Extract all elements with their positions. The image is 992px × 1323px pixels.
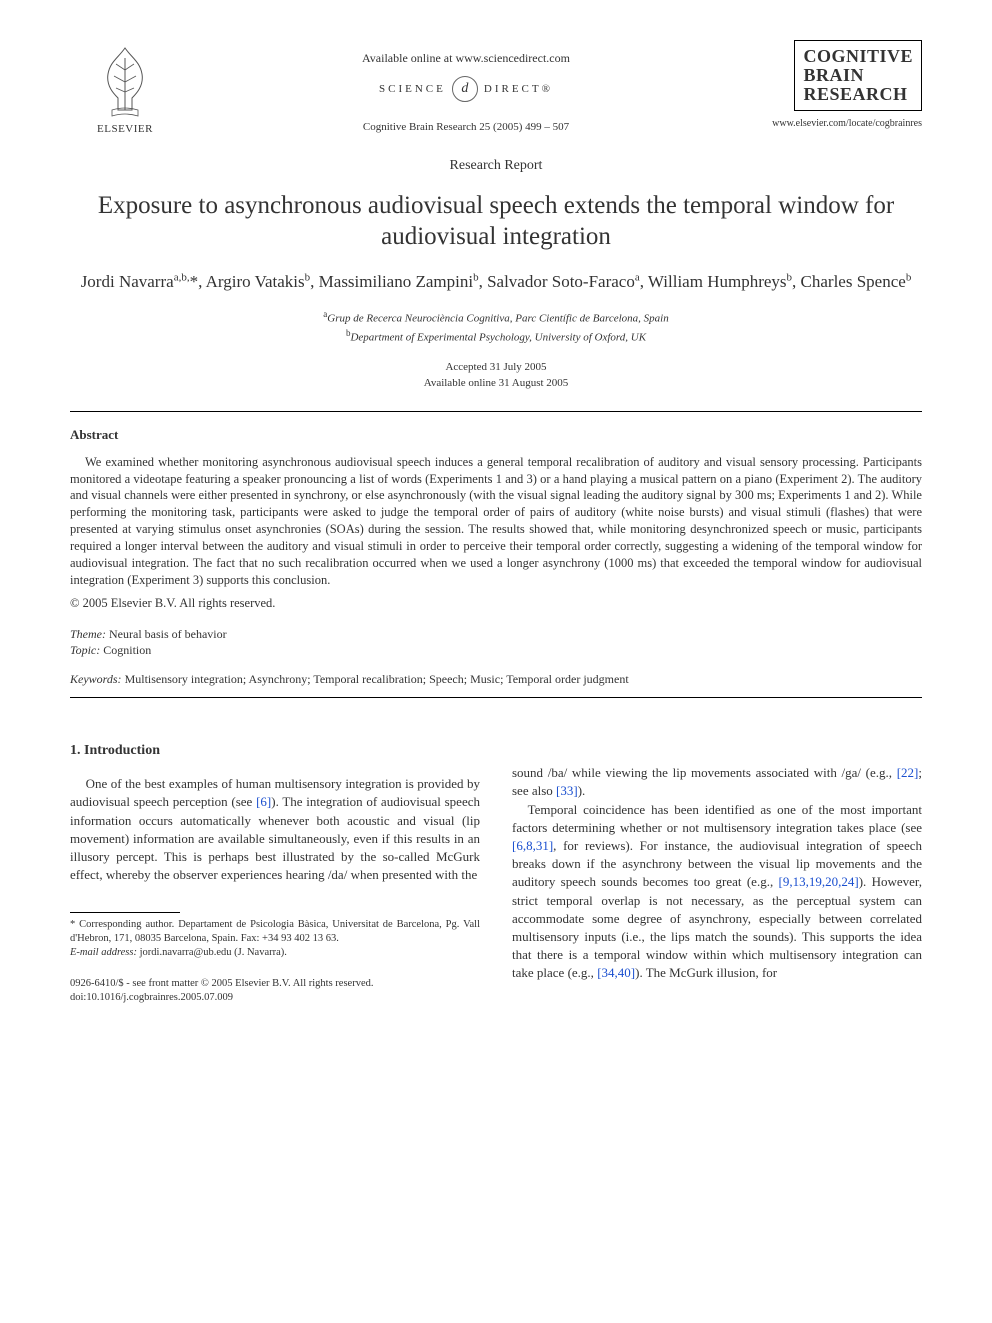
right-col-spacer	[512, 712, 922, 764]
abstract-copyright: © 2005 Elsevier B.V. All rights reserved…	[70, 595, 922, 612]
footer-block: 0926-6410/$ - see front matter © 2005 El…	[70, 977, 480, 1004]
affiliation-a: aGrup de Recerca Neurociència Cognitiva,…	[70, 308, 922, 327]
footer-line-2: doi:10.1016/j.cogbrainres.2005.07.009	[70, 991, 480, 1005]
ref-link[interactable]: [6,8,31]	[512, 838, 553, 853]
theme-line: Theme: Neural basis of behavior	[70, 626, 922, 643]
sd-text-right: DIRECT®	[484, 82, 553, 97]
section-heading-intro: 1. Introduction	[70, 742, 480, 761]
ref-link[interactable]: [9,13,19,20,24]	[779, 874, 859, 889]
topic-line: Topic: Cognition	[70, 642, 922, 659]
left-column: 1. Introduction One of the best examples…	[70, 712, 480, 1004]
publisher-label: ELSEVIER	[97, 122, 153, 137]
ref-link[interactable]: [33]	[556, 783, 578, 798]
ref-link[interactable]: [34,40]	[597, 965, 635, 980]
keywords-line: Keywords: Multisensory integration; Asyn…	[70, 671, 922, 687]
rule-below-keywords	[70, 697, 922, 698]
ref-link[interactable]: [6]	[256, 794, 271, 809]
authors-line: Jordi Navarraa,b,*, Argiro Vatakisb, Mas…	[70, 270, 922, 294]
email-footnote: E-mail address: jordi.navarra@ub.edu (J.…	[70, 946, 480, 960]
intro-para-1-left: One of the best examples of human multis…	[70, 775, 480, 884]
corresponding-author-footnote: * Corresponding author. Departament de P…	[70, 918, 480, 945]
topic-label: Topic:	[70, 643, 100, 657]
email-label: E-mail address:	[70, 947, 137, 958]
ref-link[interactable]: [22]	[897, 765, 919, 780]
center-header: Available online at www.sciencedirect.co…	[180, 40, 752, 139]
publisher-logo-block: ELSEVIER	[70, 40, 180, 137]
footnote-rule	[70, 912, 180, 913]
keywords-label: Keywords:	[70, 672, 122, 686]
online-date: Available online 31 August 2005	[70, 376, 922, 391]
affiliation-b: bDepartment of Experimental Psychology, …	[70, 327, 922, 346]
article-dates: Accepted 31 July 2005 Available online 3…	[70, 360, 922, 391]
accepted-date: Accepted 31 July 2005	[70, 360, 922, 375]
rule-above-abstract	[70, 411, 922, 412]
body-columns: 1. Introduction One of the best examples…	[70, 712, 922, 1004]
sciencedirect-logo: SCIENCE d DIRECT®	[379, 76, 553, 102]
keywords-value: Multisensory integration; Asynchrony; Te…	[125, 672, 629, 686]
journal-logo-line3: RESEARCH	[803, 85, 913, 104]
footer-line-1: 0926-6410/$ - see front matter © 2005 El…	[70, 977, 480, 991]
journal-logo-line1: COGNITIVE	[803, 47, 913, 66]
journal-logo-line2: BRAIN	[803, 66, 913, 85]
journal-logo-block: COGNITIVE BRAIN RESEARCH www.elsevier.co…	[752, 40, 922, 130]
email-value: jordi.navarra@ub.edu (J. Navarra).	[140, 947, 287, 958]
sd-swirl-icon: d	[452, 76, 478, 102]
available-online-text: Available online at www.sciencedirect.co…	[180, 50, 752, 66]
affiliations: aGrup de Recerca Neurociència Cognitiva,…	[70, 308, 922, 346]
theme-label: Theme:	[70, 627, 106, 641]
article-type: Research Report	[70, 157, 922, 176]
abstract-heading: Abstract	[70, 426, 922, 444]
article-title: Exposure to asynchronous audiovisual spe…	[70, 190, 922, 253]
abstract-body: We examined whether monitoring asynchron…	[70, 454, 922, 589]
topic-value: Cognition	[103, 643, 151, 657]
theme-value: Neural basis of behavior	[109, 627, 227, 641]
citation-line: Cognitive Brain Research 25 (2005) 499 –…	[180, 120, 752, 135]
sd-text-left: SCIENCE	[379, 82, 446, 97]
journal-logo: COGNITIVE BRAIN RESEARCH	[794, 40, 922, 111]
elsevier-tree-icon	[90, 40, 160, 120]
header-row: ELSEVIER Available online at www.science…	[70, 40, 922, 139]
journal-url: www.elsevier.com/locate/cogbrainres	[772, 117, 922, 131]
intro-para-1-right: sound /ba/ while viewing the lip movemen…	[512, 764, 922, 800]
intro-para-2-right: Temporal coincidence has been identified…	[512, 801, 922, 983]
right-column: sound /ba/ while viewing the lip movemen…	[512, 712, 922, 1004]
